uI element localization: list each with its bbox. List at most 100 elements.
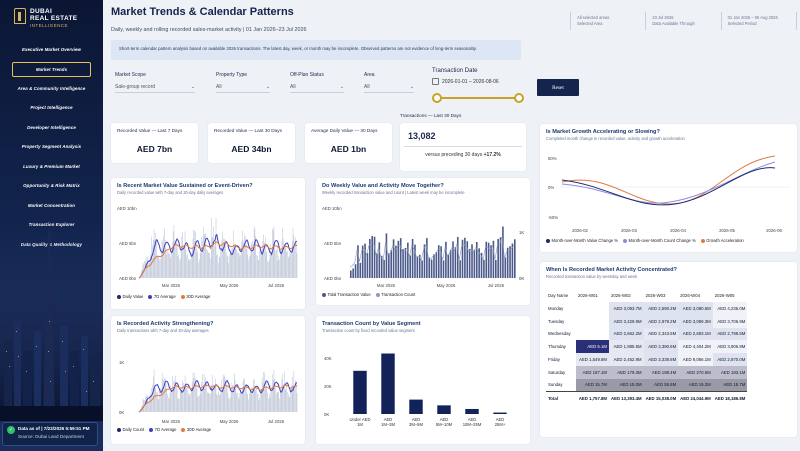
slider-end-handle[interactable] — [514, 93, 524, 103]
heatmap-cell[interactable]: AED 3,339.8M — [643, 353, 679, 366]
heatmap-cell[interactable]: AED 188.4M — [643, 365, 679, 379]
chart-market-growth: Is Market Growth Accelerating or Slowing… — [540, 124, 797, 252]
weekly-bar — [502, 226, 504, 278]
weekly-bar — [354, 264, 357, 278]
segment-bar[interactable] — [437, 405, 451, 414]
heatmap-cell[interactable]: AED 2,343.5M — [643, 327, 679, 341]
weekly-bar — [440, 246, 442, 278]
transaction-date-range[interactable]: 2026-01-01 – 2026-08-06 — [442, 78, 499, 85]
heatmap-cell[interactable]: AED 3,080.5M — [678, 302, 713, 315]
heatmap-header-row: Day Name 2026-W01 2026-W02 2026-W03 2026-W04… — [546, 288, 747, 302]
filter-offplan-status[interactable]: Off-Plan Status All ⌄ — [290, 72, 344, 93]
y-tick: 0K — [119, 410, 124, 415]
heatmap-cell[interactable]: AED 2,798.5M — [712, 327, 748, 341]
heatmap-cell[interactable]: AED 2,452.9M — [609, 353, 644, 366]
heatmap-cell[interactable] — [576, 314, 609, 328]
heatmap-table: Day Name 2026-W01 2026-W02 2026-W03 2026-W04… — [546, 288, 748, 405]
calendar-icon[interactable] — [432, 78, 439, 85]
weekly-bar — [350, 270, 352, 278]
weekly-bar — [466, 241, 469, 278]
heatmap-cell[interactable]: AED 1,985.5M — [609, 340, 644, 354]
heatmap-cell[interactable]: AED 193.1M — [712, 365, 748, 379]
x-tick: 2026-06 — [766, 228, 782, 233]
sidebar-item-market-trends[interactable]: Market Trends — [12, 61, 91, 77]
heatmap-cell[interactable]: AED 3,089.3M — [678, 314, 713, 328]
segment-bar[interactable] — [493, 412, 507, 414]
legend-item: 7D Average — [149, 427, 176, 432]
chart-legend: Total Transaction Value Transaction Coun… — [322, 292, 415, 297]
sidebar-item-area-community-intelligence[interactable]: Area & Community Intelligence — [17, 85, 86, 91]
x-tick: May 2026 — [220, 419, 239, 424]
weekly-bar — [497, 238, 499, 278]
x-tick: AED 3M–5M — [409, 417, 423, 427]
segment-bar[interactable] — [353, 370, 367, 414]
weekly-bar — [416, 256, 419, 278]
weekly-bar — [399, 238, 402, 278]
heatmap-cell[interactable]: AED 270.5M — [678, 365, 713, 379]
heatmap-cell[interactable]: AED 187.1M — [576, 365, 609, 379]
heatmap-cell[interactable]: AED 2,662.2M — [609, 327, 644, 341]
weekly-bar — [364, 243, 366, 278]
sidebar-item-executive-market-overview[interactable]: Executive Market Overview — [21, 47, 82, 53]
heatmap-cell[interactable]: AED 4,404.2M — [678, 340, 713, 354]
heatmap-cell[interactable] — [576, 302, 609, 315]
segment-bar[interactable] — [465, 408, 479, 414]
heatmap-cell[interactable]: AED 2,979.2M — [643, 314, 679, 328]
heatmap-cell[interactable]: AED 15.7M — [712, 378, 748, 392]
filter-area[interactable]: Area All ⌄ — [364, 72, 414, 93]
heatmap-cell[interactable]: AED 3,906.8M — [712, 340, 748, 354]
heatmap-cell[interactable]: AED 15.7M — [576, 378, 609, 392]
weekly-bar — [426, 238, 428, 278]
sidebar-item-luxury-premium-market[interactable]: Luxury & Premium Market — [23, 163, 80, 169]
legend-text: 30D Average — [186, 294, 211, 299]
data-source: Source: Dubai Land Department — [18, 434, 84, 439]
weekly-bar — [459, 260, 461, 278]
weekly-bar — [468, 248, 471, 278]
weekly-bar — [361, 245, 364, 278]
heatmap-total-row: Total AED 1,757.8M AED 13,393.4M AED 15,038… — [546, 391, 748, 405]
filter-property-type[interactable]: Property Type All ⌄ — [216, 72, 270, 93]
slider-start-handle[interactable] — [432, 93, 442, 103]
heatmap-cell[interactable]: AED 3,429.9M — [609, 314, 644, 328]
heatmap-cell[interactable]: AED 2,590.2M — [643, 302, 679, 315]
sidebar-item-transaction-explorer[interactable]: Transaction Explorer — [28, 222, 75, 228]
heatmap-cell[interactable]: AED 9,066.1M — [678, 353, 713, 366]
heatmap-cell[interactable]: AED 15.0M — [609, 378, 644, 392]
filter-market-scope[interactable]: Market Scope Sale-group record ⌄ — [115, 72, 195, 93]
heatmap-day: Saturday — [548, 369, 566, 375]
heatmap-cell[interactable]: AED 5.1M — [576, 340, 609, 354]
heatmap-row: Monday AED 3,093.7M AED 2,590.2M AED 3,080.… — [546, 302, 748, 315]
heatmap-cell[interactable]: AED 4,236.0M — [712, 302, 748, 315]
heatmap-cell[interactable]: AED 3,390.6M — [643, 340, 679, 354]
heatmap-cell[interactable]: AED 2,683.1M — [678, 327, 713, 341]
heatmap-cell[interactable]: AED 55.8M — [643, 378, 679, 392]
heatmap-cell[interactable]: AED 1,549.8M — [576, 353, 609, 366]
legend-item: Daily Count — [117, 427, 144, 432]
series-30d-average — [138, 384, 298, 413]
heatmap-cell[interactable]: AED 3,706.9M — [712, 314, 748, 328]
sidebar-item-developer-intelligence[interactable]: Developer Intelligence — [27, 124, 76, 130]
x-tick: AED 1M–3M — [381, 417, 395, 427]
heatmap-header-cell: 2026-W02 — [611, 292, 631, 298]
heatmap-activity: When Is Recorded Market Activity Concent… — [540, 262, 797, 437]
segment-bar[interactable] — [381, 353, 395, 414]
heatmap-row: Friday AED 1,549.8M AED 2,452.9M AED 3,339.… — [546, 353, 748, 366]
weekly-bar — [445, 241, 447, 278]
filter-label: Off-Plan Status — [290, 72, 324, 78]
heatmap-cell[interactable]: AED 19.2M — [678, 378, 713, 392]
weekly-bar — [483, 259, 485, 278]
heatmap-cell[interactable]: AED 3,093.7M — [609, 302, 644, 315]
weekly-bar — [485, 241, 488, 278]
segment-bar[interactable] — [409, 399, 423, 414]
heatmap-cell[interactable]: AED 179.3M — [609, 365, 644, 379]
heatmap-cell[interactable]: AED 2,870.0M — [712, 353, 748, 366]
sidebar-item-market-concentration[interactable]: Market Concentration — [27, 202, 76, 208]
sidebar-item-property-segment-analysis[interactable]: Property Segment Analysis — [21, 144, 82, 150]
heatmap-cell[interactable] — [576, 327, 609, 341]
daily-count-plot: 1K 0K Mar 2026 May 2026 Jul 2026 — [119, 360, 298, 424]
date-range-slider[interactable] — [432, 93, 524, 103]
sidebar-item-project-intelligence[interactable]: Project Intelligence — [30, 105, 73, 111]
sidebar-item-opportunity-risk-matrix[interactable]: Opportunity & Risk Matrix — [23, 183, 80, 189]
y-tick: 1K — [119, 360, 124, 365]
reset-button[interactable]: Reset — [537, 79, 579, 96]
